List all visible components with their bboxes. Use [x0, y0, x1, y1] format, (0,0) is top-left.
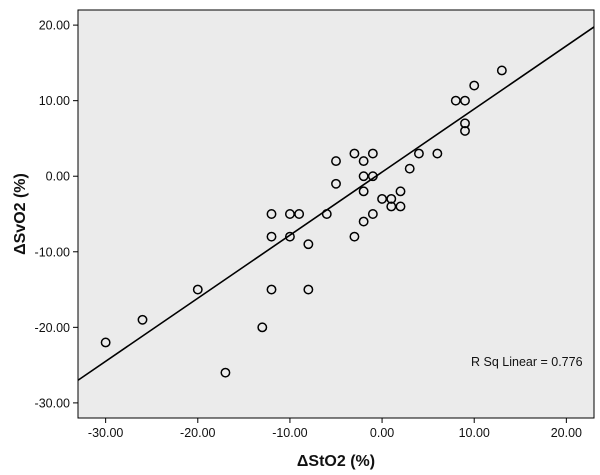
data-point: [257, 322, 268, 333]
data-point: [432, 148, 443, 159]
data-point: [358, 216, 369, 227]
data-point: [395, 201, 406, 212]
data-point: [331, 156, 341, 167]
data-point: [284, 209, 295, 219]
data-point: [321, 209, 332, 219]
data-point: [266, 284, 277, 295]
data-point: [303, 239, 314, 250]
data-point: [220, 367, 231, 378]
data-point: [349, 148, 360, 159]
y-axis-title: ΔSvO2 (%): [12, 173, 29, 255]
data-point: [358, 156, 369, 167]
y-axis: -30.00 -20.00 -10.00 0.00 10.00 20.00: [35, 19, 78, 410]
data-point: [377, 193, 388, 204]
data-point: [367, 148, 378, 159]
data-point: [284, 231, 295, 242]
y-tick-label: -10.00: [35, 245, 70, 259]
r-squared-annotation: R Sq Linear = 0.776: [471, 355, 583, 369]
data-point: [460, 118, 470, 129]
y-tick-label: -30.00: [35, 396, 70, 410]
y-tick-label: -20.00: [35, 321, 70, 335]
data-points: [100, 65, 507, 378]
data-point: [469, 80, 480, 91]
data-point: [386, 201, 397, 212]
data-point: [137, 314, 148, 325]
data-point: [303, 284, 314, 295]
x-tick-label: 0.00: [370, 426, 394, 440]
x-tick-label: -30.00: [88, 426, 123, 440]
data-point: [386, 193, 397, 204]
data-point: [413, 148, 424, 159]
data-point: [358, 171, 369, 182]
data-point: [460, 125, 470, 136]
y-tick-label: 0.00: [46, 170, 70, 184]
data-point: [496, 65, 507, 76]
x-axis: -30.00 -20.00 -10.00 0.00 10.00 20.00: [88, 418, 582, 440]
x-tick-label: -10.00: [272, 426, 307, 440]
data-point: [404, 163, 415, 174]
data-point: [358, 186, 369, 197]
y-tick-label: 20.00: [39, 19, 70, 33]
data-point: [294, 209, 305, 219]
regression-line: [77, 26, 595, 381]
data-point: [367, 209, 378, 219]
x-tick-label: 20.00: [551, 426, 582, 440]
data-point: [395, 186, 406, 197]
plot-area: [77, 9, 595, 419]
data-point: [266, 231, 277, 242]
data-point: [100, 337, 111, 348]
data-point: [367, 171, 378, 182]
fit-line-layer: [77, 26, 595, 381]
y-tick-label: 10.00: [39, 94, 70, 108]
data-point: [450, 95, 461, 106]
data-point: [460, 95, 470, 106]
data-point: [192, 284, 203, 295]
data-point: [349, 231, 360, 242]
x-tick-label: 10.00: [459, 426, 490, 440]
data-point: [266, 209, 277, 219]
x-axis-title: ΔStO2 (%): [297, 453, 375, 470]
data-point: [331, 178, 341, 189]
x-tick-label: -20.00: [180, 426, 215, 440]
